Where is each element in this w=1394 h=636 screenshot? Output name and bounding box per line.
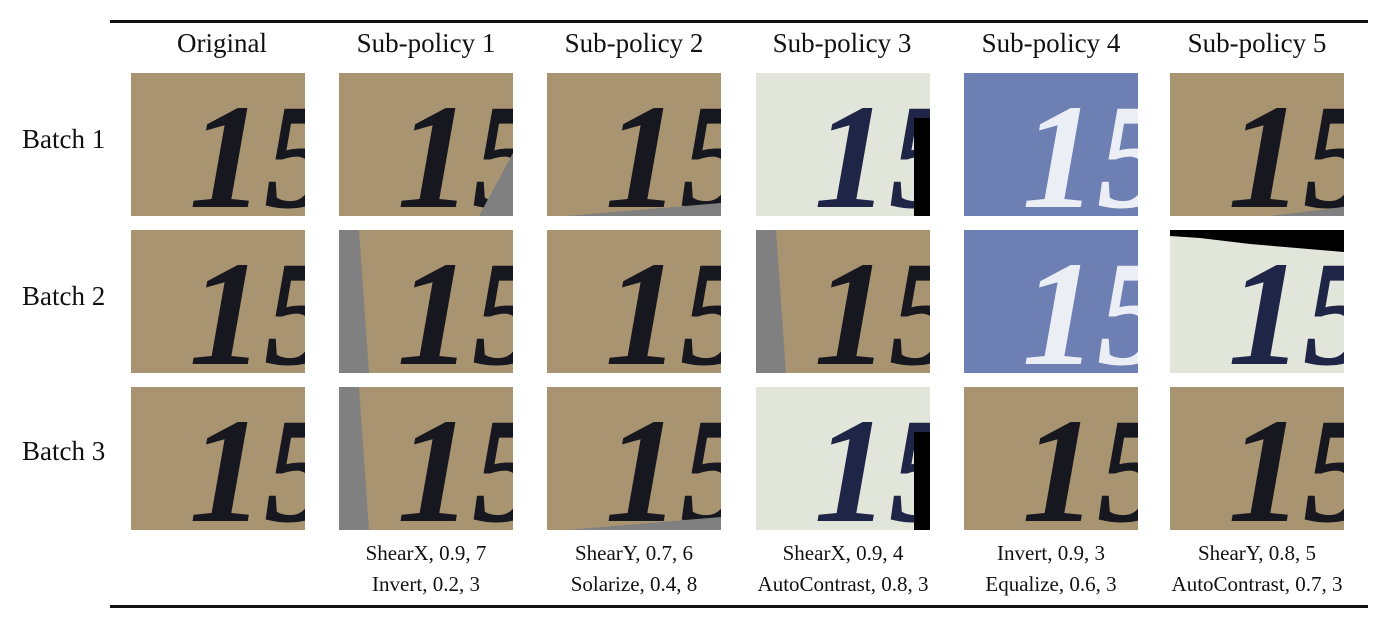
digit-picture: 15 — [1170, 230, 1344, 373]
digit-picture: 15 — [547, 73, 721, 216]
digit-picture: 15 — [964, 230, 1138, 373]
caption-sub-policy-2: ShearY, 0.7, 6 Solarize, 0.4, 8 — [519, 538, 749, 600]
column-header-original: Original — [177, 28, 267, 58]
svg-text:15: 15 — [814, 388, 930, 530]
digit-picture: 15 — [964, 73, 1138, 216]
svg-text:15: 15 — [1022, 388, 1138, 530]
image-sub-policy-2-batch-3: 15 — [547, 387, 721, 530]
caption-line-2: AutoContrast, 0.8, 3 — [757, 572, 929, 596]
image-sub-policy-3-batch-1: 15 — [756, 73, 930, 216]
row-label-batch-2: Batch 2 — [22, 281, 106, 311]
svg-text:15: 15 — [1228, 74, 1344, 216]
caption-line-2: Invert, 0.2, 3 — [372, 572, 480, 596]
image-sub-policy-4-batch-3: 15 — [964, 387, 1138, 530]
image-sub-policy-2-batch-1: 15 — [547, 73, 721, 216]
image-sub-policy-4-batch-1: 15 — [964, 73, 1138, 216]
image-sub-policy-3-batch-3: 15 — [756, 387, 930, 530]
digit-picture: 15 — [1170, 73, 1344, 216]
caption-line-1: ShearX, 0.9, 7 — [365, 541, 487, 565]
digit-picture: 15 — [131, 73, 305, 216]
digit-picture: 15 — [964, 387, 1138, 530]
svg-text:15: 15 — [605, 74, 721, 216]
caption-sub-policy-3: ShearX, 0.9, 4 AutoContrast, 0.8, 3 — [728, 538, 958, 600]
svg-text:15: 15 — [605, 231, 721, 373]
digit-picture: 15 — [1170, 387, 1344, 530]
svg-text:15: 15 — [1022, 231, 1138, 373]
digit-picture: 15 — [547, 230, 721, 373]
caption-line-2: Solarize, 0.4, 8 — [570, 572, 698, 596]
image-original-batch-2: 15 — [131, 230, 305, 373]
row-label-batch-1: Batch 1 — [22, 124, 106, 154]
image-sub-policy-3-batch-2: 15 — [756, 230, 930, 373]
column-header-sub-policy-2: Sub-policy 2 — [564, 28, 704, 58]
digit-picture: 15 — [756, 387, 930, 530]
image-sub-policy-1-batch-3: 15 — [339, 387, 513, 530]
digit-picture: 15 — [756, 230, 930, 373]
image-sub-policy-4-batch-2: 15 — [964, 230, 1138, 373]
table-bottom-rule — [110, 605, 1368, 608]
digit-picture: 15 — [131, 387, 305, 530]
digit-picture: 15 — [131, 230, 305, 373]
svg-text:15: 15 — [814, 74, 930, 216]
caption-line-1: ShearY, 0.7, 6 — [574, 541, 694, 565]
svg-text:15: 15 — [397, 388, 513, 530]
caption-line-1: ShearY, 0.8, 5 — [1197, 541, 1317, 565]
svg-text:15: 15 — [1228, 388, 1344, 530]
digit-picture: 15 — [547, 387, 721, 530]
svg-text:15: 15 — [189, 74, 305, 216]
column-header-sub-policy-1: Sub-policy 1 — [356, 28, 496, 58]
caption-line-2: AutoContrast, 0.7, 3 — [1171, 572, 1343, 596]
image-sub-policy-2-batch-2: 15 — [547, 230, 721, 373]
svg-text:15: 15 — [189, 231, 305, 373]
caption-sub-policy-4: Invert, 0.9, 3 Equalize, 0.6, 3 — [936, 538, 1166, 600]
caption-sub-policy-1: ShearX, 0.9, 7 Invert, 0.2, 3 — [311, 538, 541, 600]
svg-text:15: 15 — [605, 388, 721, 530]
image-original-batch-1: 15 — [131, 73, 305, 216]
image-sub-policy-5-batch-2: 15 — [1170, 230, 1344, 373]
digit-picture: 15 — [339, 387, 513, 530]
caption-line-2: Equalize, 0.6, 3 — [985, 572, 1117, 596]
svg-text:15: 15 — [1022, 74, 1138, 216]
column-header-sub-policy-4: Sub-policy 4 — [981, 28, 1121, 58]
image-original-batch-3: 15 — [131, 387, 305, 530]
svg-text:15: 15 — [189, 388, 305, 530]
table-top-rule — [110, 20, 1368, 23]
image-sub-policy-5-batch-3: 15 — [1170, 387, 1344, 530]
caption-line-1: ShearX, 0.9, 4 — [782, 541, 904, 565]
column-header-sub-policy-5: Sub-policy 5 — [1187, 28, 1327, 58]
image-sub-policy-1-batch-2: 15 — [339, 230, 513, 373]
digit-picture: 15 — [756, 73, 930, 216]
svg-text:15: 15 — [814, 231, 930, 373]
row-label-batch-3: Batch 3 — [22, 436, 106, 466]
image-sub-policy-1-batch-1: 15 — [339, 73, 513, 216]
svg-text:15: 15 — [397, 231, 513, 373]
caption-line-1: Invert, 0.9, 3 — [997, 541, 1105, 565]
image-sub-policy-5-batch-1: 15 — [1170, 73, 1344, 216]
column-header-sub-policy-3: Sub-policy 3 — [772, 28, 912, 58]
svg-text:15: 15 — [1228, 231, 1344, 373]
digit-picture: 15 — [339, 73, 513, 216]
digit-picture: 15 — [339, 230, 513, 373]
caption-sub-policy-5: ShearY, 0.8, 5 AutoContrast, 0.7, 3 — [1142, 538, 1372, 600]
